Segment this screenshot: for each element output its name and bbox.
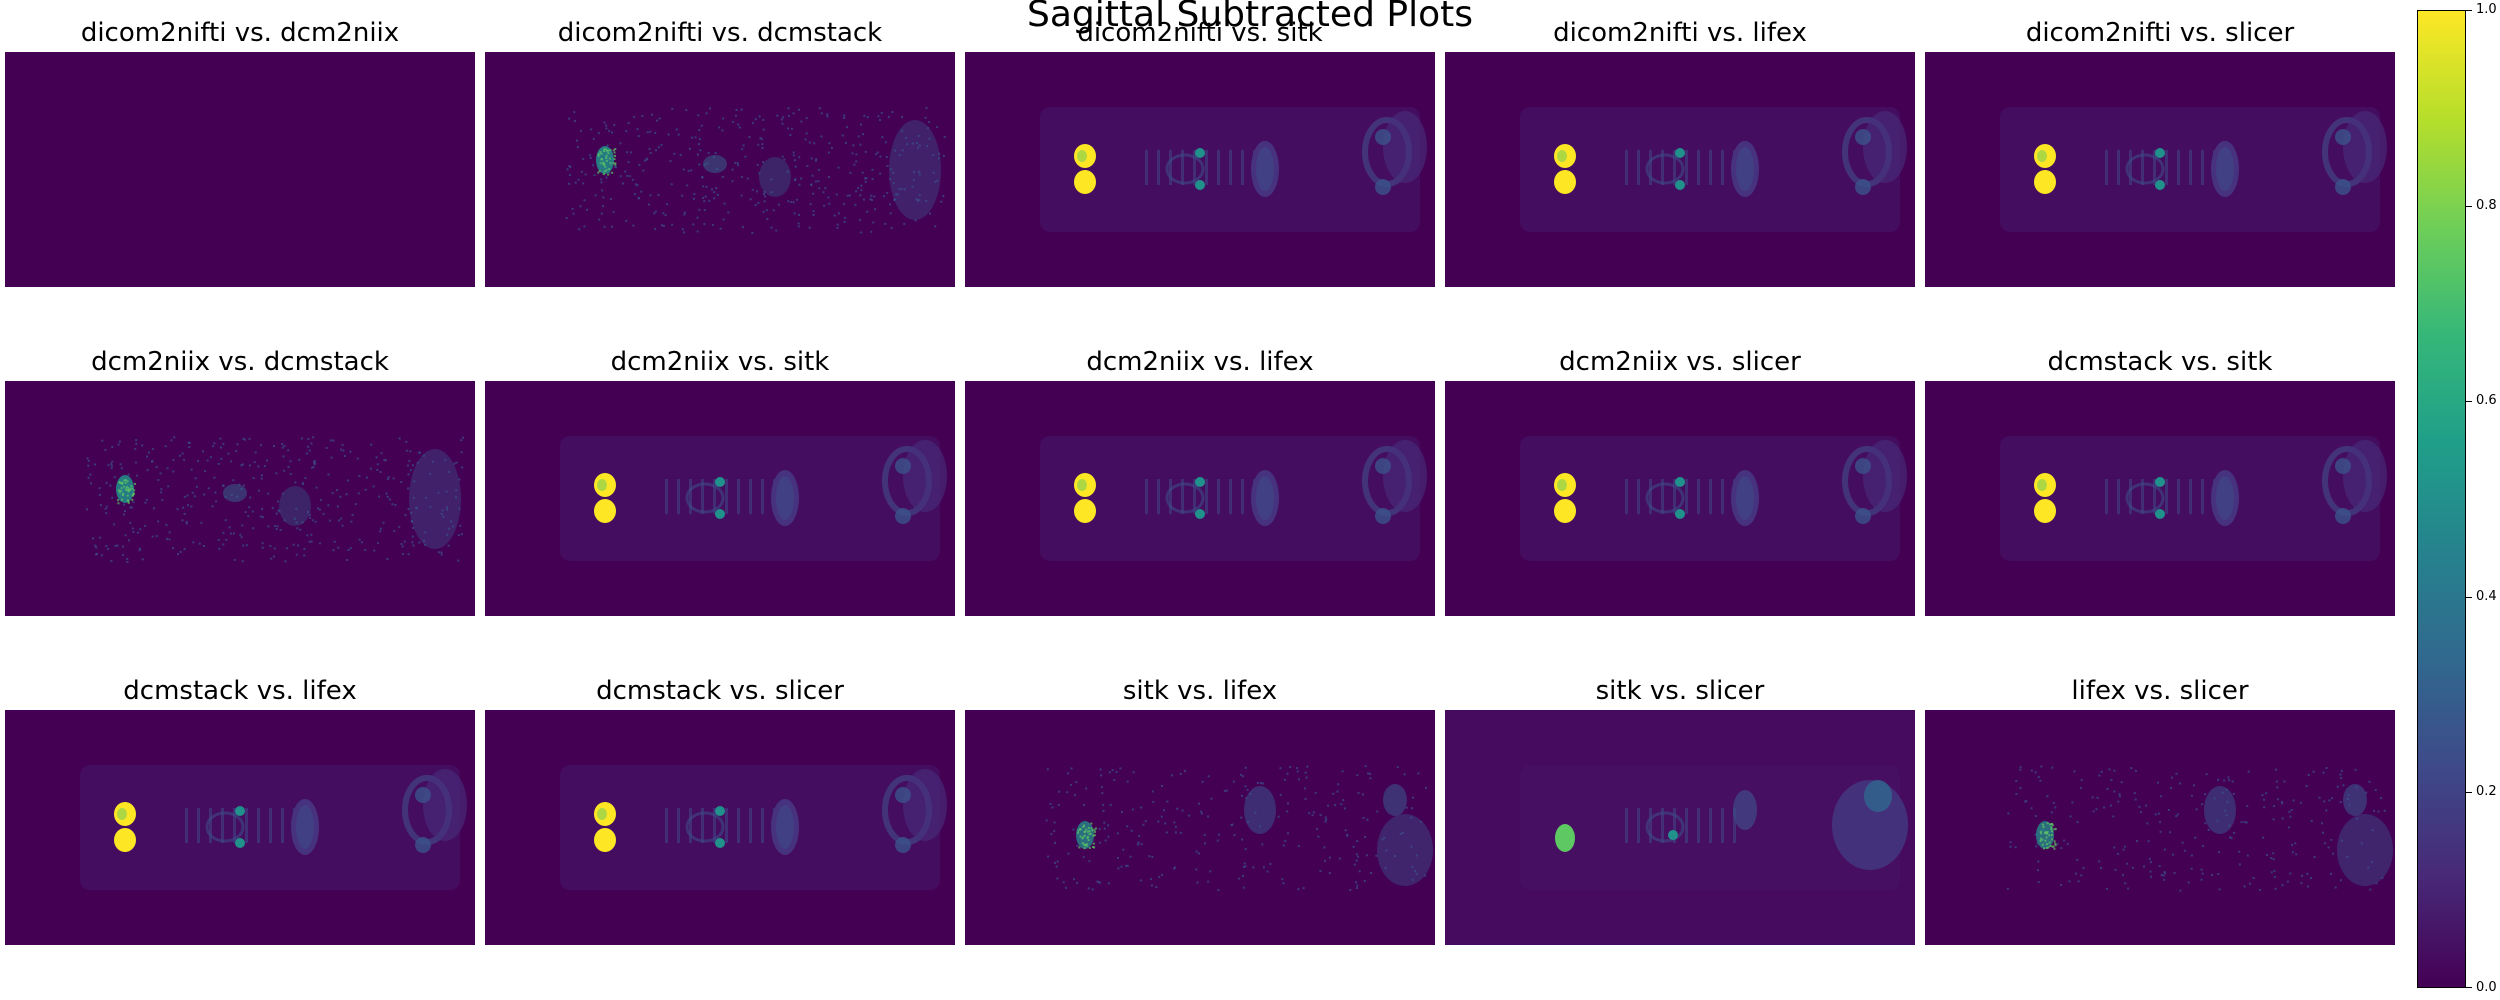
subtraction-heatmap: [1925, 52, 2395, 287]
colorbar-tick-label: 0.8: [2476, 197, 2497, 213]
subplot-panel: dcm2niix vs. slicer: [1445, 347, 1915, 616]
heatmap-content: [560, 436, 947, 561]
subtraction-heatmap: [1925, 381, 2395, 616]
colorbar-tick: [2466, 205, 2472, 207]
subplot-panel: lifex vs. slicer: [1925, 676, 2395, 945]
subtraction-heatmap: [965, 52, 1435, 287]
colorbar-tick: [2466, 792, 2472, 794]
subtraction-heatmap: [485, 381, 955, 616]
subplot-title: dicom2nifti vs. slicer: [2025, 18, 2295, 48]
figure-title: Sagittal Subtracted Plots: [1027, 0, 1473, 35]
subplot-title: dcm2niix vs. dcmstack: [91, 347, 389, 377]
subtraction-heatmap: [5, 710, 475, 945]
subplot-panel: dcm2niix vs. lifex: [965, 347, 1435, 616]
colorbar-tick: [2466, 987, 2472, 988]
subplot-title: dicom2nifti vs. dcm2niix: [80, 18, 400, 48]
colorbar-tick-label: 0.6: [2476, 393, 2497, 409]
heatmap-content: [1040, 107, 1427, 232]
subtraction-heatmap: [965, 381, 1435, 616]
subplot-title: sitk vs. slicer: [1595, 676, 1765, 706]
subplot-title: dcm2niix vs. slicer: [1559, 347, 1801, 377]
subplot-title: dicom2nifti vs. dcmstack: [557, 18, 883, 48]
subplot-panel: dicom2nifti vs. dcmstack: [485, 18, 955, 287]
subplot-title: dicom2nifti vs. sitk: [1077, 18, 1323, 48]
colorbar: [2417, 10, 2466, 988]
subplot-panel: dcmstack vs. sitk: [1925, 347, 2395, 616]
heatmap-content: [565, 107, 946, 234]
heatmap-content: [85, 436, 465, 563]
colorbar-tick-label: 0.0: [2476, 980, 2497, 995]
subplot-panel: dcmstack vs. slicer: [485, 676, 955, 945]
subplot-title: dcmstack vs. lifex: [123, 676, 357, 706]
heatmap-content: [2006, 765, 2393, 892]
colorbar-tick: [2466, 596, 2472, 598]
subplot-title: dcm2niix vs. sitk: [610, 347, 830, 377]
subplot-title: dcm2niix vs. lifex: [1086, 347, 1314, 377]
subplot-title: dcmstack vs. slicer: [596, 676, 844, 706]
subtraction-heatmap: [965, 710, 1435, 945]
heatmap-content: [80, 765, 467, 890]
heatmap-content: [2000, 107, 2387, 232]
subtraction-heatmap: [5, 381, 475, 616]
subtraction-heatmap: [1445, 381, 1915, 616]
subplot-title: dicom2nifti vs. lifex: [1553, 18, 1807, 48]
subtraction-heatmap: [5, 52, 475, 287]
colorbar-tick-label: 0.4: [2476, 588, 2497, 604]
subplot-panel: sitk vs. lifex: [965, 676, 1435, 945]
heatmap-content: [1520, 436, 1907, 561]
heatmap-content: [1445, 710, 1915, 945]
heatmap-content: [1045, 765, 1433, 892]
subtraction-heatmap: [1445, 710, 1915, 945]
subtraction-heatmap: [1445, 52, 1915, 287]
heatmap-content: [1040, 436, 1427, 561]
colorbar-tick-label: 1.0: [2476, 2, 2497, 17]
subplot-panel: dicom2nifti vs. dcm2niix: [5, 18, 475, 287]
colorbar-tick: [2466, 401, 2472, 403]
colorbar-tick: [2466, 10, 2472, 11]
subplot-panel: dicom2nifti vs. slicer: [1925, 18, 2395, 287]
subplot-panel: dicom2nifti vs. lifex: [1445, 18, 1915, 287]
subtraction-heatmap: [1925, 710, 2395, 945]
heatmap-content: [1520, 107, 1907, 232]
subtraction-heatmap: [485, 710, 955, 945]
subplot-panel: sitk vs. slicer: [1445, 676, 1915, 945]
subplot-panel: dicom2nifti vs. sitk: [965, 18, 1435, 287]
colorbar-tick-label: 0.2: [2476, 784, 2497, 800]
heatmap-content: [2000, 436, 2387, 561]
subplot-panel: dcm2niix vs. sitk: [485, 347, 955, 616]
colorbar-gradient: [2418, 11, 2465, 987]
subplot-title: dcmstack vs. sitk: [2047, 347, 2273, 377]
heatmap-content: [560, 765, 947, 890]
subtraction-heatmap: [485, 52, 955, 287]
subplot-title: lifex vs. slicer: [2071, 676, 2249, 706]
subplot-panel: dcmstack vs. lifex: [5, 676, 475, 945]
subplot-title: sitk vs. lifex: [1122, 676, 1278, 706]
subplot-panel: dcm2niix vs. dcmstack: [5, 347, 475, 616]
